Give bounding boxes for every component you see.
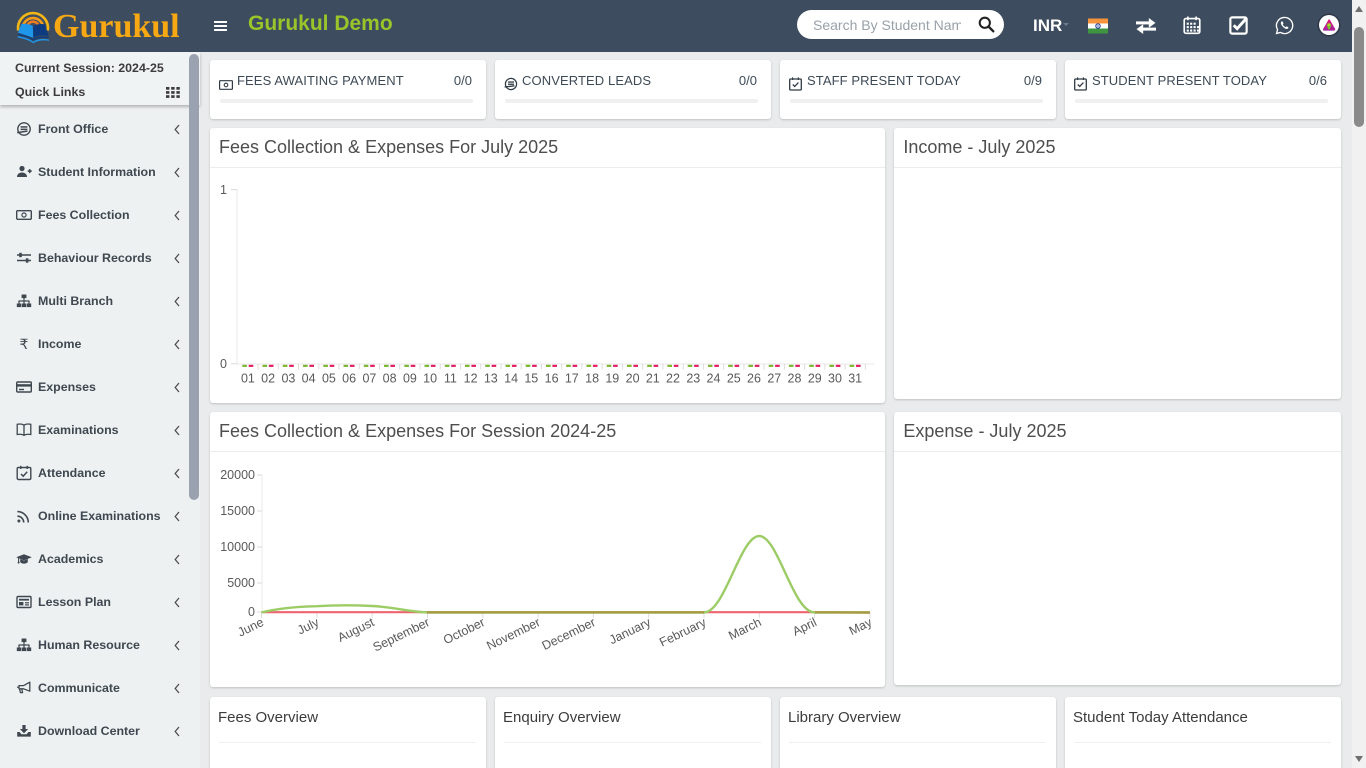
svg-text:16: 16 <box>545 372 559 386</box>
svg-text:02: 02 <box>261 372 275 386</box>
svg-text:30: 30 <box>828 372 842 386</box>
svg-text:22: 22 <box>666 372 680 386</box>
svg-text:11: 11 <box>444 372 457 386</box>
svg-text:06: 06 <box>342 372 356 386</box>
svg-text:23: 23 <box>686 372 700 386</box>
svg-text:26: 26 <box>747 372 761 386</box>
svg-text:09: 09 <box>403 372 417 386</box>
svg-text:0: 0 <box>220 357 227 371</box>
svg-text:31: 31 <box>848 372 862 386</box>
svg-text:January: January <box>607 615 654 647</box>
svg-text:March: March <box>726 615 763 643</box>
svg-text:29: 29 <box>808 372 822 386</box>
svg-text:12: 12 <box>464 372 478 386</box>
svg-text:13: 13 <box>484 372 498 386</box>
svg-text:07: 07 <box>362 372 376 386</box>
svg-text:20000: 20000 <box>220 468 255 482</box>
svg-text:18: 18 <box>585 372 599 386</box>
svg-text:October: October <box>441 615 487 647</box>
svg-text:27: 27 <box>767 372 781 386</box>
svg-text:24: 24 <box>707 372 721 386</box>
svg-text:5000: 5000 <box>227 576 255 590</box>
svg-text:November: November <box>484 615 542 653</box>
svg-text:10: 10 <box>423 372 437 386</box>
svg-text:1: 1 <box>220 183 227 197</box>
svg-text:July: July <box>295 615 322 638</box>
svg-text:14: 14 <box>504 372 518 386</box>
svg-text:September: September <box>371 615 432 654</box>
svg-text:25: 25 <box>727 372 741 386</box>
svg-text:15: 15 <box>524 372 538 386</box>
svg-text:04: 04 <box>302 372 316 386</box>
svg-text:03: 03 <box>281 372 295 386</box>
svg-text:15000: 15000 <box>220 504 255 518</box>
svg-text:0: 0 <box>248 605 255 619</box>
svg-text:August: August <box>335 615 377 645</box>
svg-text:10000: 10000 <box>220 540 255 554</box>
svg-text:19: 19 <box>605 372 619 386</box>
svg-text:April: April <box>790 615 819 639</box>
svg-text:May: May <box>847 615 875 638</box>
svg-text:20: 20 <box>626 372 640 386</box>
svg-text:01: 01 <box>241 372 255 386</box>
svg-text:17: 17 <box>565 372 579 386</box>
svg-text:05: 05 <box>322 372 336 386</box>
svg-text:08: 08 <box>383 372 397 386</box>
svg-text:December: December <box>540 615 598 653</box>
svg-text:₹: ₹ <box>20 336 29 352</box>
svg-text:21: 21 <box>646 372 660 386</box>
svg-text:February: February <box>657 615 709 650</box>
svg-text:June: June <box>235 615 266 639</box>
svg-text:28: 28 <box>788 372 802 386</box>
